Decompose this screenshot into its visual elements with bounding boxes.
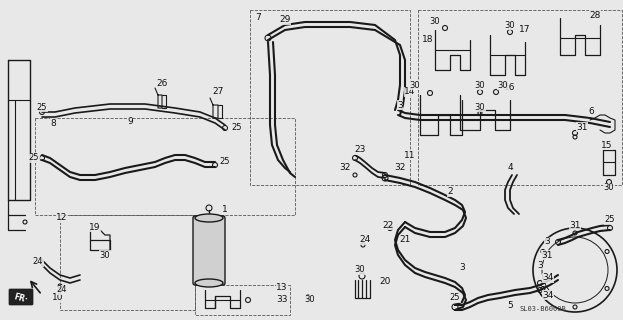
Text: 32: 32 — [340, 164, 351, 172]
Text: 5: 5 — [507, 300, 513, 309]
Text: 30: 30 — [475, 81, 485, 90]
Text: 14: 14 — [404, 87, 416, 97]
Text: 18: 18 — [422, 36, 434, 44]
Text: 16: 16 — [504, 84, 516, 92]
Text: 22: 22 — [383, 220, 394, 229]
Text: 30: 30 — [354, 266, 365, 275]
Text: 9: 9 — [127, 117, 133, 126]
Text: 15: 15 — [601, 140, 613, 149]
Text: 1: 1 — [222, 205, 228, 214]
Bar — [60, 215, 195, 310]
Text: 24: 24 — [57, 285, 67, 294]
Text: 30: 30 — [475, 102, 485, 111]
Bar — [250, 10, 410, 185]
Text: 34: 34 — [542, 274, 554, 283]
Text: 7: 7 — [255, 13, 261, 22]
Bar — [418, 10, 622, 185]
Text: 20: 20 — [379, 277, 391, 286]
Text: 3: 3 — [544, 237, 550, 246]
Text: SL03-B6000B: SL03-B6000B — [520, 306, 567, 312]
Text: 31: 31 — [576, 123, 587, 132]
Text: 6: 6 — [588, 108, 594, 116]
FancyBboxPatch shape — [193, 216, 225, 285]
Text: 25: 25 — [232, 124, 242, 132]
Text: 30: 30 — [498, 81, 508, 90]
Text: 30: 30 — [100, 251, 110, 260]
Text: 4: 4 — [507, 164, 513, 172]
Ellipse shape — [195, 214, 223, 222]
Text: 27: 27 — [212, 87, 224, 97]
Bar — [35, 118, 295, 215]
Text: 32: 32 — [394, 164, 406, 172]
Text: 12: 12 — [56, 213, 68, 222]
Text: 33: 33 — [276, 295, 288, 305]
Text: 31: 31 — [541, 251, 553, 260]
Text: 25: 25 — [220, 157, 231, 166]
Text: 3: 3 — [537, 260, 543, 269]
Text: 29: 29 — [279, 15, 291, 25]
Text: 26: 26 — [156, 78, 168, 87]
Text: 25: 25 — [29, 154, 39, 163]
Text: 25: 25 — [605, 215, 616, 225]
Text: 28: 28 — [589, 11, 601, 20]
Text: 8: 8 — [50, 118, 56, 127]
Text: 3: 3 — [459, 263, 465, 273]
Text: 30: 30 — [410, 81, 421, 90]
Text: 25: 25 — [450, 293, 460, 302]
Text: 24: 24 — [33, 258, 43, 267]
Text: 30: 30 — [305, 295, 315, 305]
Text: 30: 30 — [604, 183, 614, 193]
Text: 11: 11 — [404, 150, 416, 159]
FancyBboxPatch shape — [9, 289, 33, 305]
Bar — [195, 285, 290, 315]
Text: 19: 19 — [89, 222, 101, 231]
Text: 17: 17 — [519, 26, 531, 35]
Text: 24: 24 — [359, 236, 371, 244]
Text: 3: 3 — [397, 100, 403, 109]
Ellipse shape — [195, 279, 223, 287]
Text: FR·: FR· — [13, 292, 29, 304]
Text: 30: 30 — [430, 18, 440, 27]
Text: 34: 34 — [542, 291, 554, 300]
Text: 13: 13 — [276, 284, 288, 292]
Text: 10: 10 — [52, 293, 64, 302]
Text: 21: 21 — [399, 236, 411, 244]
Text: 2: 2 — [447, 188, 453, 196]
Text: 25: 25 — [37, 102, 47, 111]
Text: 31: 31 — [569, 220, 581, 229]
Text: 30: 30 — [505, 20, 515, 29]
Text: 23: 23 — [354, 146, 366, 155]
